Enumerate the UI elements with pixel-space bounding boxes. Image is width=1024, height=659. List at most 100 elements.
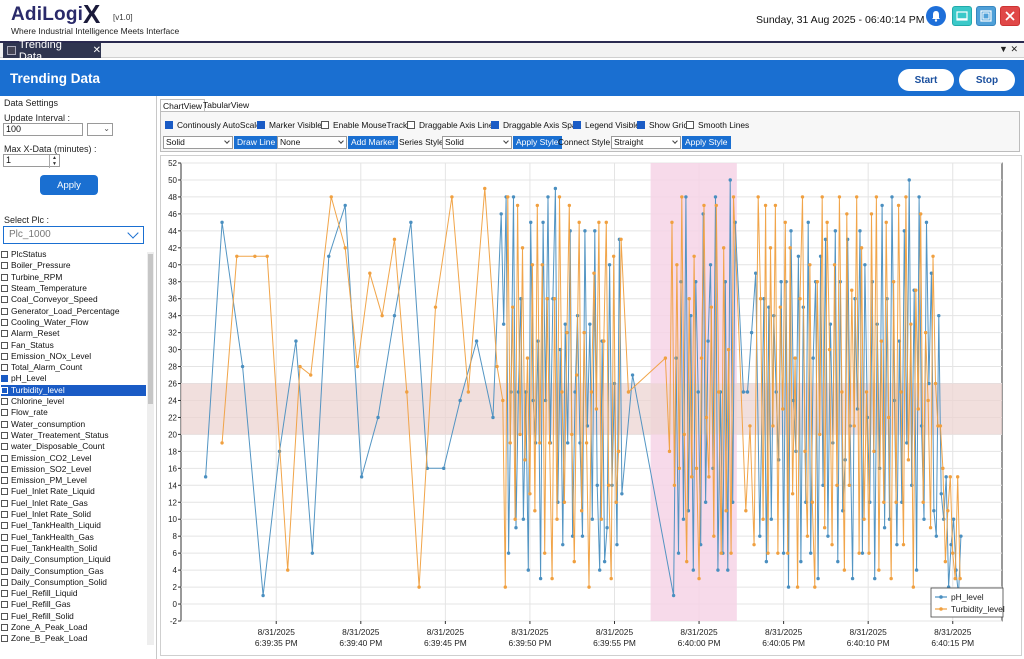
tag-item[interactable]: Daily_Consumption_Solid: [1, 577, 146, 588]
option-marker-visible[interactable]: Marker Visible: [257, 120, 322, 130]
option-draggable-axis-span[interactable]: Draggable Axis Span: [491, 120, 581, 130]
tag-checkbox[interactable]: [1, 341, 8, 349]
draw-line-button[interactable]: Draw Line: [234, 136, 279, 149]
tag-item[interactable]: Fuel_Refill_Gas: [1, 599, 146, 610]
tag-item[interactable]: Flow_rate: [1, 407, 146, 418]
option-checkbox[interactable]: [637, 121, 645, 129]
tag-checkbox[interactable]: [1, 590, 8, 598]
tag-item[interactable]: Water_Treatement_Status: [1, 430, 146, 441]
tag-checkbox[interactable]: [1, 420, 8, 428]
option-checkbox[interactable]: [257, 121, 265, 129]
add-marker-button[interactable]: Add Marker: [348, 136, 398, 149]
tag-list-scrollbar[interactable]: [147, 252, 154, 645]
tag-item[interactable]: Total_Alarm_Count: [1, 362, 146, 373]
stop-button[interactable]: Stop: [959, 69, 1015, 91]
tag-checkbox[interactable]: [1, 443, 8, 451]
tag-item[interactable]: pH_Level: [1, 373, 146, 384]
tab-overflow-chevron-icon[interactable]: ▼ ✕: [999, 44, 1018, 54]
interval-unit-select[interactable]: ⌄: [87, 123, 113, 136]
minimize-icon[interactable]: [952, 6, 972, 26]
option-legend-visible[interactable]: Legend Visible: [573, 120, 640, 130]
tag-item[interactable]: Chlorine_level: [1, 396, 146, 407]
tag-item[interactable]: Fuel_Inlet Rate_Solid: [1, 509, 146, 520]
tag-checkbox[interactable]: [1, 499, 8, 507]
tag-item[interactable]: Fuel_Inlet Rate_Liquid: [1, 486, 146, 497]
max-x-data-stepper[interactable]: 1 ▲ ▼: [3, 154, 60, 168]
tag-item[interactable]: Water_consumption: [1, 419, 146, 430]
tag-checkbox[interactable]: [1, 578, 8, 586]
tab-trending-data[interactable]: Trending Data ✕: [3, 39, 101, 63]
trend-chart-svg[interactable]: -202468101214161820222426283032343638404…: [161, 156, 1021, 655]
notification-bell-icon[interactable]: [926, 6, 946, 26]
tag-checkbox[interactable]: [1, 307, 8, 315]
option-autoscale[interactable]: Continously AutoScale: [165, 120, 261, 130]
apply-connect-style-button[interactable]: Apply Style: [682, 136, 731, 149]
tag-checkbox[interactable]: [1, 318, 8, 326]
tag-checkbox[interactable]: [1, 431, 8, 439]
tag-checkbox[interactable]: [1, 612, 8, 620]
scrollbar-thumb[interactable]: [148, 254, 153, 404]
option-checkbox[interactable]: [165, 121, 173, 129]
tag-checkbox[interactable]: [1, 567, 8, 575]
option-mouse-tracker[interactable]: Enable MouseTracker: [321, 120, 415, 130]
tag-checkbox[interactable]: [1, 409, 8, 417]
close-window-icon[interactable]: [1000, 6, 1020, 26]
tag-checkbox[interactable]: [1, 285, 8, 293]
tag-checkbox[interactable]: [1, 375, 8, 383]
tag-item[interactable]: Alarm_Reset: [1, 328, 146, 339]
tag-checkbox[interactable]: [1, 386, 8, 394]
tag-checkbox[interactable]: [1, 533, 8, 541]
update-interval-input[interactable]: 100: [3, 123, 83, 136]
tag-checkbox[interactable]: [1, 273, 8, 281]
tag-checkbox[interactable]: [1, 465, 8, 473]
option-checkbox[interactable]: [407, 121, 415, 129]
tag-item[interactable]: Fuel_Refill_Solid: [1, 611, 146, 622]
tag-item[interactable]: Fan_Status: [1, 339, 146, 350]
start-button[interactable]: Start: [898, 69, 954, 91]
marker-select[interactable]: None: [277, 136, 347, 149]
plc-select[interactable]: Plc_1000: [3, 226, 144, 244]
tag-checkbox[interactable]: [1, 330, 8, 338]
tag-item[interactable]: Generator_Load_Percentage: [1, 306, 146, 317]
option-show-grid[interactable]: Show Grid: [637, 120, 688, 130]
option-checkbox[interactable]: [573, 121, 581, 129]
tag-checkbox[interactable]: [1, 296, 8, 304]
tab-tabularview[interactable]: TabularView: [203, 100, 250, 110]
tag-item[interactable]: Daily_Consumption_Liquid: [1, 554, 146, 565]
tag-checkbox[interactable]: [1, 454, 8, 462]
tag-item[interactable]: Steam_Temperature: [1, 283, 146, 294]
tab-chartview[interactable]: ChartView: [160, 99, 206, 112]
tag-item[interactable]: Fuel_TankHealth_Solid: [1, 543, 146, 554]
tag-item[interactable]: Boiler_Pressure: [1, 260, 146, 271]
tag-item[interactable]: Emission_CO2_Level: [1, 452, 146, 463]
tag-item[interactable]: Fuel_TankHealth_Gas: [1, 532, 146, 543]
tag-item[interactable]: Turbidity_level: [1, 384, 146, 396]
line-style-select[interactable]: Solid: [163, 136, 233, 149]
tag-item[interactable]: Emission_SO2_Level: [1, 464, 146, 475]
option-checkbox[interactable]: [321, 121, 329, 129]
tag-checkbox[interactable]: [1, 488, 8, 496]
tag-item[interactable]: Coal_Conveyor_Speed: [1, 294, 146, 305]
tag-checkbox[interactable]: [1, 262, 8, 270]
tag-item[interactable]: PlcStatus: [1, 249, 146, 260]
tag-item[interactable]: Fuel_Refill_Liquid: [1, 588, 146, 599]
tab-close-icon[interactable]: ✕: [92, 45, 101, 56]
tag-checkbox[interactable]: [1, 398, 8, 406]
apply-series-style-button[interactable]: Apply Style: [513, 136, 562, 149]
maximize-icon[interactable]: [976, 6, 996, 26]
tag-item[interactable]: Cooling_Water_Flow: [1, 317, 146, 328]
tag-checkbox[interactable]: [1, 624, 8, 632]
tag-checkbox[interactable]: [1, 251, 8, 259]
tag-checkbox[interactable]: [1, 544, 8, 552]
trend-chart[interactable]: -2 0 2 4 6 8 10 12 14 16 18 20 22 24 26 28 30 32 34 36 38 40 4…: [160, 155, 1022, 656]
tag-checkbox[interactable]: [1, 477, 8, 485]
option-smooth-lines[interactable]: Smooth Lines: [686, 120, 749, 130]
option-checkbox[interactable]: [686, 121, 694, 129]
tag-item[interactable]: Emission_NOx_Level: [1, 351, 146, 362]
tag-checkbox[interactable]: [1, 635, 8, 643]
tag-checkbox[interactable]: [1, 556, 8, 564]
tag-checkbox[interactable]: [1, 522, 8, 530]
connect-style-select[interactable]: Straight: [611, 136, 681, 149]
tag-item[interactable]: Zone_A_Peak_Load: [1, 622, 146, 633]
option-checkbox[interactable]: [491, 121, 499, 129]
